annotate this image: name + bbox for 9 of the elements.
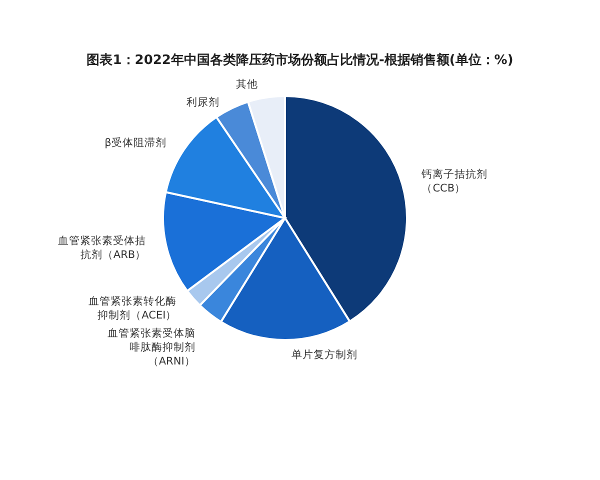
slice-label: 钙离子拮抗剂（CCB） xyxy=(420,167,488,194)
slice-label: 血管紧张素受体脑啡肽酶抑制剂（ARNI） xyxy=(107,326,196,368)
slice-label: 血管紧张素受体拮抗剂（ARB） xyxy=(58,234,146,261)
slice-label: 血管紧张素转化酶抑制剂（ACEI） xyxy=(88,294,177,322)
slice-label: 单片复方制剂 xyxy=(291,348,358,361)
slice-label: 利尿剂 xyxy=(186,96,220,109)
chart-title: 图表1：2022年中国各类降压药市场份额占比情况-根据销售额(单位：%) xyxy=(86,52,514,68)
slice-label: 其他 xyxy=(236,78,258,91)
slice-label: β受体阻滞剂 xyxy=(104,136,166,149)
